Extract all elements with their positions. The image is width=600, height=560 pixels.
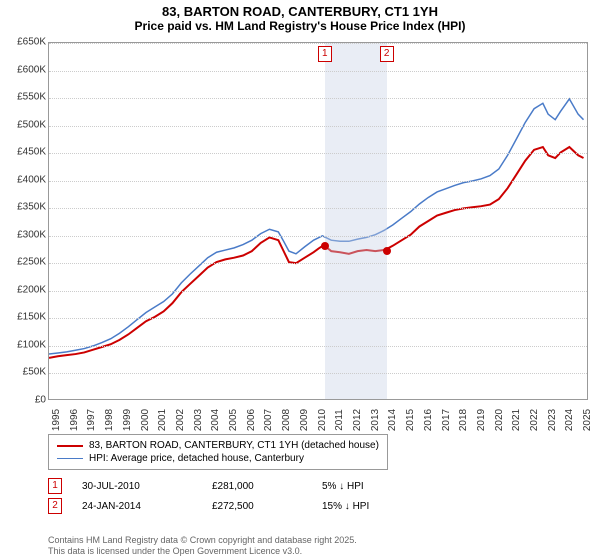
y-axis-label: £200K (2, 284, 46, 295)
sale-marker-2: 2 (380, 46, 394, 62)
sale-date: 30-JUL-2010 (82, 481, 192, 492)
x-axis-label: 1996 (69, 409, 80, 431)
gridline (49, 98, 587, 99)
legend-swatch (57, 445, 83, 447)
footer-line2: This data is licensed under the Open Gov… (48, 546, 357, 558)
sale-row-marker: 2 (48, 498, 62, 514)
gridline (49, 126, 587, 127)
x-axis-label: 2017 (441, 409, 452, 431)
sale-price: £272,500 (212, 501, 302, 512)
sale-point-1 (321, 242, 329, 250)
legend-label: 83, BARTON ROAD, CANTERBURY, CT1 1YH (de… (89, 440, 379, 451)
y-axis-label: £250K (2, 257, 46, 268)
x-axis-label: 2014 (387, 409, 398, 431)
sale-row-marker: 1 (48, 478, 62, 494)
x-axis-label: 2000 (140, 409, 151, 431)
legend-row: HPI: Average price, detached house, Cant… (57, 452, 379, 465)
x-axis-label: 1997 (86, 409, 97, 431)
legend-label: HPI: Average price, detached house, Cant… (89, 453, 304, 464)
sale-diff: 5% ↓ HPI (322, 481, 364, 492)
x-axis-label: 2011 (334, 409, 345, 431)
series-hpi (49, 99, 584, 354)
footer-attribution: Contains HM Land Registry data © Crown c… (48, 535, 357, 558)
gridline (49, 236, 587, 237)
gridline (49, 153, 587, 154)
sale-marker-1: 1 (318, 46, 332, 62)
gridline (49, 263, 587, 264)
x-axis-label: 2012 (352, 409, 363, 431)
sale-point-2 (383, 247, 391, 255)
chart-plot-area: 12 (48, 42, 588, 400)
chart-subtitle: Price paid vs. HM Land Registry's House … (0, 19, 600, 33)
y-axis-label: £300K (2, 229, 46, 240)
footer-line1: Contains HM Land Registry data © Crown c… (48, 535, 357, 547)
chart-title-block: 83, BARTON ROAD, CANTERBURY, CT1 1YH Pri… (0, 0, 600, 33)
gridline (49, 318, 587, 319)
sale-price: £281,000 (212, 481, 302, 492)
y-axis-label: £350K (2, 202, 46, 213)
gridline (49, 71, 587, 72)
y-axis-label: £650K (2, 37, 46, 48)
x-axis-label: 2007 (263, 409, 274, 431)
y-axis-label: £550K (2, 92, 46, 103)
gridline (49, 43, 587, 44)
gridline (49, 291, 587, 292)
x-axis-label: 2009 (299, 409, 310, 431)
gridline (49, 181, 587, 182)
sale-row-2: 2 24-JAN-2014 £272,500 15% ↓ HPI (48, 498, 369, 514)
y-axis-label: £50K (2, 367, 46, 378)
x-axis-label: 1998 (104, 409, 115, 431)
gridline (49, 208, 587, 209)
x-axis-label: 2003 (193, 409, 204, 431)
legend-row: 83, BARTON ROAD, CANTERBURY, CT1 1YH (de… (57, 439, 379, 452)
x-axis-label: 2006 (246, 409, 257, 431)
x-axis-label: 2008 (281, 409, 292, 431)
x-axis-label: 2015 (405, 409, 416, 431)
sale-diff: 15% ↓ HPI (322, 501, 369, 512)
x-axis-label: 2004 (210, 409, 221, 431)
x-axis-label: 2025 (582, 409, 593, 431)
y-axis-label: £100K (2, 339, 46, 350)
y-axis-label: £400K (2, 174, 46, 185)
x-axis-label: 2016 (423, 409, 434, 431)
sale-row-1: 1 30-JUL-2010 £281,000 5% ↓ HPI (48, 478, 364, 494)
x-axis-label: 2013 (370, 409, 381, 431)
x-axis-label: 2021 (511, 409, 522, 431)
y-axis-label: £450K (2, 147, 46, 158)
x-axis-label: 2001 (157, 409, 168, 431)
x-axis-label: 2010 (317, 409, 328, 431)
x-axis-label: 2020 (494, 409, 505, 431)
x-axis-label: 2002 (175, 409, 186, 431)
x-axis-label: 2018 (458, 409, 469, 431)
gridline (49, 373, 587, 374)
x-axis-label: 2024 (564, 409, 575, 431)
x-axis-label: 2023 (547, 409, 558, 431)
x-axis-label: 1999 (122, 409, 133, 431)
x-axis-label: 1995 (51, 409, 62, 431)
gridline (49, 346, 587, 347)
x-axis-label: 2005 (228, 409, 239, 431)
legend-swatch (57, 458, 83, 460)
x-axis-label: 2019 (476, 409, 487, 431)
y-axis-label: £150K (2, 312, 46, 323)
y-axis-label: £0 (2, 395, 46, 406)
chart-title: 83, BARTON ROAD, CANTERBURY, CT1 1YH (0, 4, 600, 19)
sale-date: 24-JAN-2014 (82, 501, 192, 512)
legend: 83, BARTON ROAD, CANTERBURY, CT1 1YH (de… (48, 434, 388, 470)
x-axis-label: 2022 (529, 409, 540, 431)
y-axis-label: £600K (2, 64, 46, 75)
y-axis-label: £500K (2, 119, 46, 130)
